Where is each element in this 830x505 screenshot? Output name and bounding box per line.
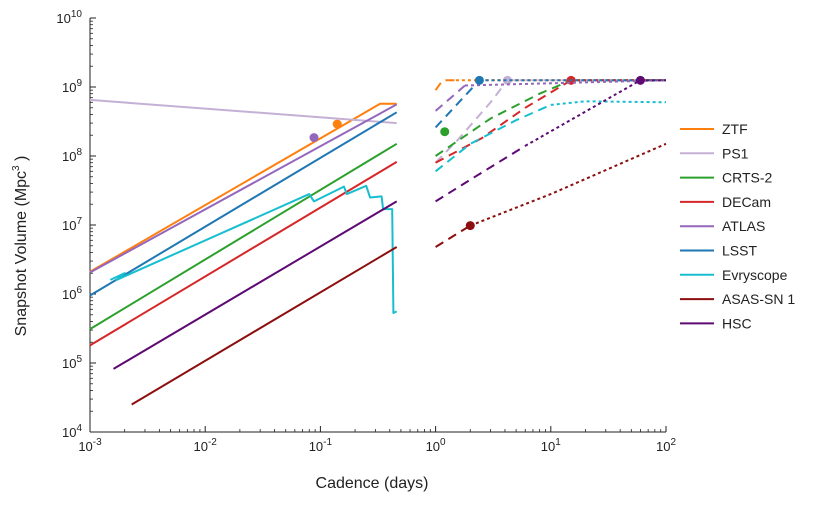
series-decam: [89, 75, 666, 347]
legend-item-evryscope: Evryscope: [680, 267, 788, 283]
x-tick-label: 102: [656, 437, 676, 454]
series-dotted-segment: [550, 100, 667, 106]
legend-item-ps1: PS1: [680, 145, 749, 161]
series-marker: [465, 221, 475, 231]
series-dashed-segment: [435, 79, 572, 164]
series-dashed-segment: [434, 84, 466, 112]
series-dashed-segment: [434, 103, 552, 173]
y-tick-label: 109: [62, 78, 82, 95]
series-marker: [440, 127, 450, 137]
series-asas-sn-1: [131, 142, 667, 406]
legend-item-atlas: ATLAS: [680, 218, 765, 234]
y-tick-label: 107: [62, 216, 82, 233]
series-marker: [309, 133, 319, 143]
legend-item-asas-sn-1: ASAS-SN 1: [680, 291, 795, 307]
legend-label: LSST: [722, 243, 757, 259]
series-line: [89, 111, 398, 297]
x-tick-label: 10-2: [194, 437, 218, 454]
y-axis-title-superscript: 3: [11, 165, 22, 171]
series-line: [89, 98, 397, 125]
legend-label: CRTS-2: [722, 170, 773, 186]
legend-label: ATLAS: [722, 218, 765, 234]
legend-label: Evryscope: [722, 267, 788, 283]
series-line: [131, 246, 398, 406]
series-line: [89, 102, 397, 273]
legend-label: ZTF: [722, 121, 748, 137]
y-axis-title-main: Snapshot Volume (Mpc: [13, 171, 30, 336]
series-marker: [474, 75, 484, 85]
series-line: [109, 184, 398, 314]
series-marker: [502, 75, 512, 85]
series-dashed-segment: [435, 145, 526, 203]
series-line: [112, 200, 398, 370]
series-hsc: [112, 75, 666, 370]
series-marker: [332, 119, 342, 129]
legend-label: PS1: [722, 145, 749, 161]
series-dashed-segment: [434, 79, 481, 129]
x-tick-label: 101: [541, 437, 561, 454]
y-tick-label: 105: [62, 354, 82, 371]
series-dashed-segment: [435, 224, 471, 248]
series-lsst: [89, 75, 666, 297]
series-line: [89, 142, 398, 330]
y-axis-title-tail: ): [13, 156, 30, 166]
x-tick-label: 10-1: [309, 437, 333, 454]
series-ps1: [89, 75, 666, 164]
series-line: [89, 103, 398, 274]
series-dashed-segment: [435, 79, 572, 157]
y-axis-title: Snapshot Volume (Mpc3 ): [11, 156, 30, 337]
y-tick-label: 104: [62, 423, 82, 440]
series-dashed-segment: [434, 79, 456, 91]
series-dashed-segment: [434, 79, 509, 164]
y-tick-label: 1010: [56, 9, 82, 26]
legend-item-hsc: HSC: [680, 315, 752, 331]
y-tick-label: 106: [62, 285, 82, 302]
legend: ZTF PS1 CRTS-2 DECam ATLAS LSST Evryscope ASAS-…: [680, 121, 795, 331]
series-dotted-segment: [524, 79, 666, 147]
x-axis-title: Cadence (days): [316, 475, 429, 492]
series-marker: [635, 75, 645, 85]
series-crts-2: [89, 79, 666, 330]
axes: 10-3 10-2 10-1 100 101 102 104 105 106 107 108 109 1…: [56, 9, 676, 454]
legend-label: DECam: [722, 194, 771, 210]
series-evryscope: [109, 100, 667, 314]
legend-item-decam: DECam: [680, 194, 771, 210]
legend-item-crts-2: CRTS-2: [680, 170, 773, 186]
series-atlas: [89, 79, 667, 274]
series-dotted-segment: [469, 142, 667, 227]
series-group: [89, 75, 667, 406]
legend-item-lsst: LSST: [680, 243, 757, 259]
x-tick-label: 10-3: [78, 437, 102, 454]
y-tick-label: 108: [62, 147, 82, 164]
x-tick-label: 100: [426, 437, 446, 454]
legend-item-ztf: ZTF: [680, 121, 748, 137]
legend-label: ASAS-SN 1: [722, 291, 795, 307]
legend-label: HSC: [722, 315, 752, 331]
